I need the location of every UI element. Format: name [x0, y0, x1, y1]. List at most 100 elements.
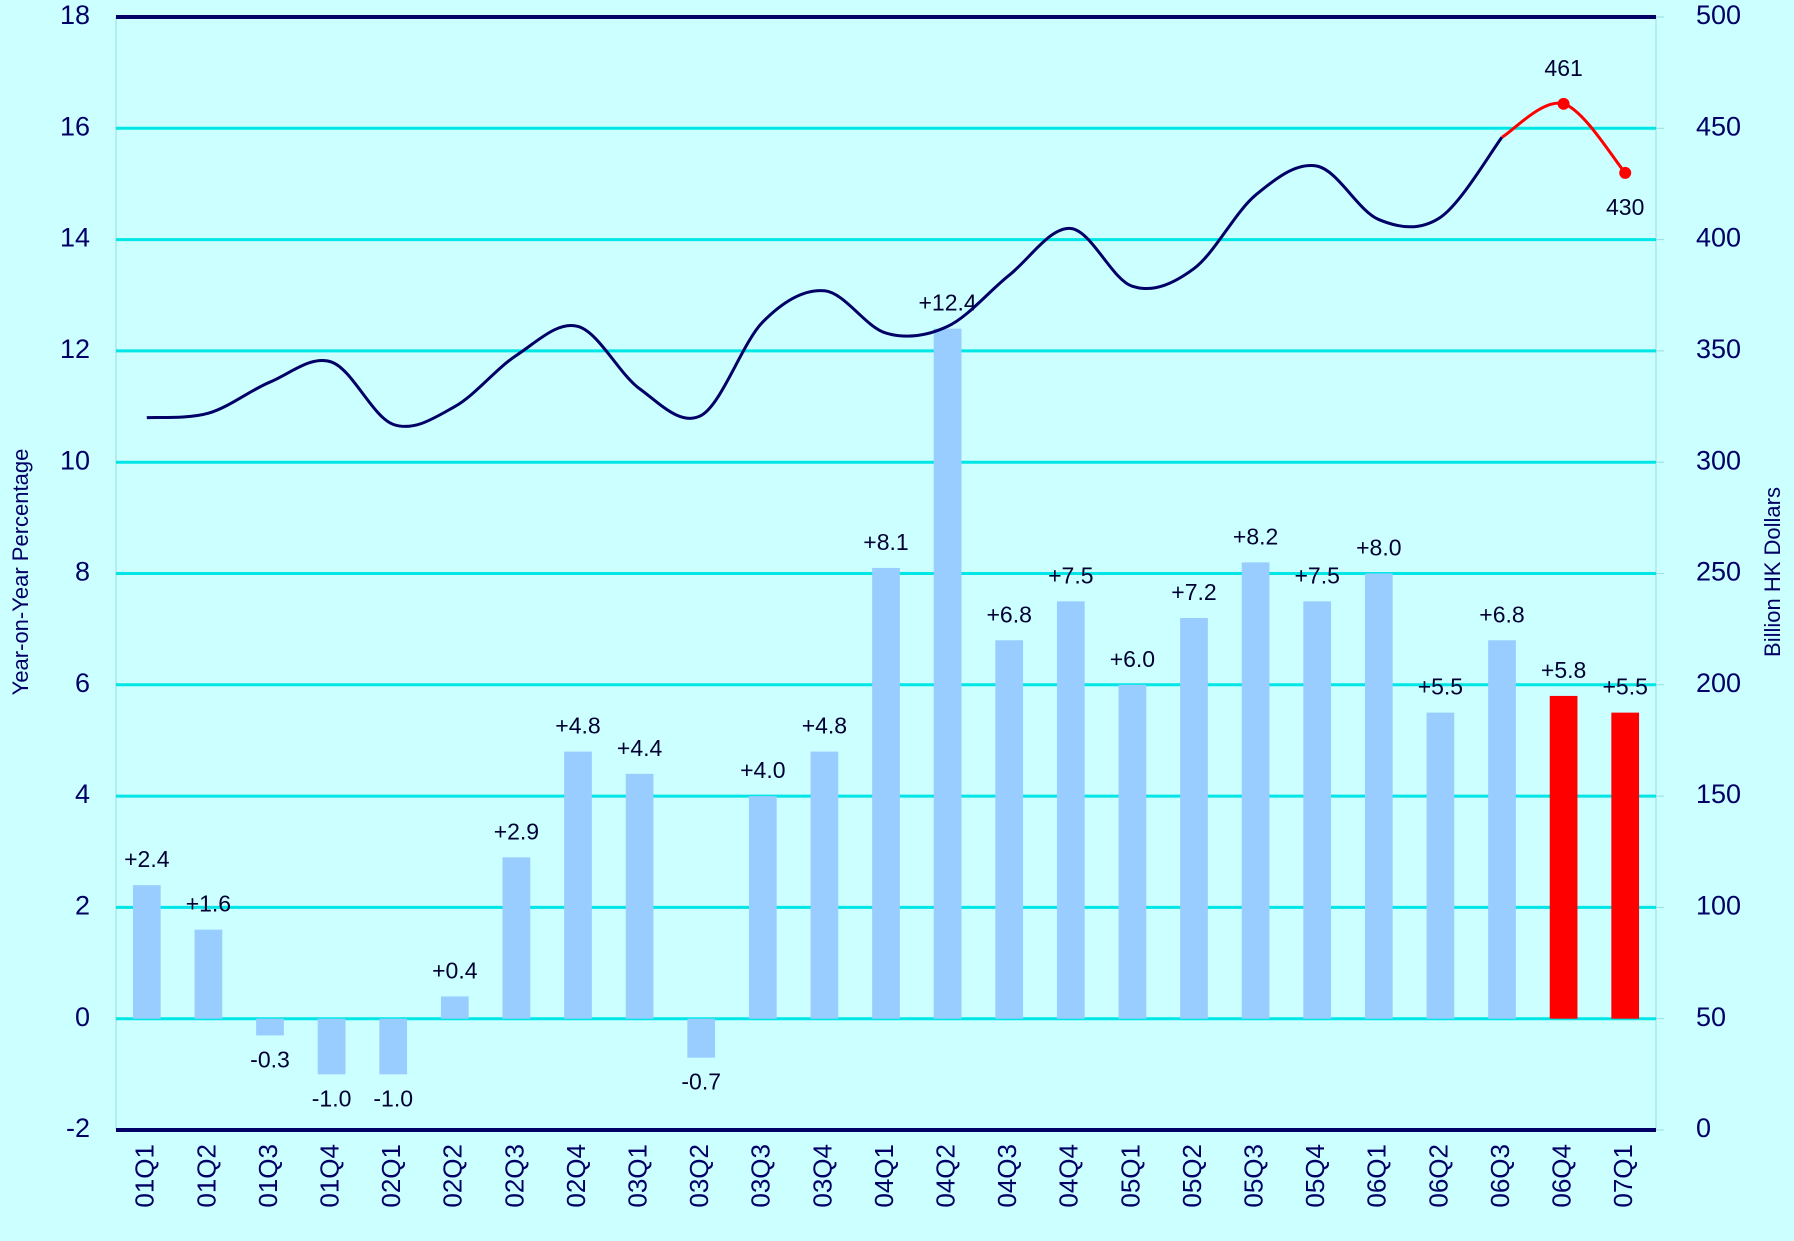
bar: [687, 1018, 716, 1058]
bar: [1611, 712, 1640, 1019]
line: [1501, 101, 1627, 174]
bar-value-label: +8.1: [863, 529, 908, 555]
y-tick-label: 16: [60, 111, 90, 141]
y2-tick-label: 400: [1696, 223, 1741, 253]
y-tick-label: 2: [75, 891, 90, 921]
bar-value-label: +8.2: [1233, 523, 1278, 549]
x-tick-label: 06Q4: [1546, 1144, 1576, 1208]
y2-tick-label: 250: [1696, 557, 1741, 587]
bar: [132, 885, 161, 1019]
bar-value-label: +6.8: [986, 601, 1031, 627]
bar: [1426, 712, 1455, 1019]
y-tick-label: 12: [60, 334, 90, 364]
bar-value-label: -1.0: [312, 1085, 352, 1111]
bar: [995, 640, 1024, 1019]
bar-value-label: +0.4: [432, 958, 478, 984]
bar-value-label: +4.8: [555, 713, 600, 739]
bar-value-label: +2.9: [494, 818, 539, 844]
bar: [810, 751, 839, 1019]
x-tick-label: 02Q3: [499, 1144, 529, 1208]
x-tick-label: 04Q4: [1054, 1144, 1084, 1208]
y2-tick-label: 450: [1696, 111, 1741, 141]
x-tick-label: 05Q4: [1300, 1144, 1330, 1208]
bar: [440, 996, 469, 1019]
bar: [1549, 695, 1578, 1019]
x-tick-label: 05Q3: [1238, 1144, 1268, 1208]
bar: [872, 567, 900, 1019]
bar: [256, 1018, 284, 1036]
y-tick-label: 4: [75, 779, 90, 809]
y-tick-label: 8: [75, 557, 90, 587]
bar: [625, 773, 654, 1019]
bar: [1364, 573, 1393, 1019]
bar: [1241, 562, 1270, 1019]
y2-axis-title: Billion HK Dollars: [1760, 487, 1785, 657]
bar: [1056, 601, 1085, 1019]
bar-value-label: +4.0: [740, 757, 785, 783]
bar-value-label: +7.5: [1048, 562, 1093, 588]
x-tick-label: 03Q1: [622, 1144, 652, 1208]
line: [146, 136, 1504, 428]
x-tick-label: 02Q2: [438, 1144, 468, 1208]
x-tick-label: 02Q1: [376, 1144, 406, 1208]
bar: [1118, 684, 1147, 1019]
x-tick-label: 04Q1: [869, 1144, 899, 1208]
bar: [1303, 601, 1332, 1019]
bar: [502, 857, 531, 1019]
y-axis-title: Year-on-Year Percentage: [8, 449, 33, 696]
bar-value-label: +4.8: [802, 713, 847, 739]
bar-value-label: +7.5: [1294, 562, 1339, 588]
y2-tick-label: 300: [1696, 445, 1741, 475]
y-tick-label: -2: [66, 1113, 90, 1143]
y2-tick-label: 0: [1696, 1113, 1711, 1143]
bar: [194, 929, 223, 1019]
x-tick-label: 01Q3: [253, 1144, 283, 1208]
bar-value-label: -0.7: [681, 1069, 721, 1095]
x-tick-label: 07Q1: [1608, 1144, 1638, 1208]
bar: [1180, 618, 1208, 1019]
bar: [748, 796, 777, 1019]
bar-value-label: -1.0: [373, 1085, 413, 1111]
x-tick-label: 02Q4: [561, 1144, 591, 1208]
line-value-label: 461: [1544, 55, 1582, 81]
bar: [379, 1018, 408, 1075]
bar-value-label: +2.4: [124, 846, 170, 872]
bar-value-label: +4.4: [617, 735, 663, 761]
y2-tick-label: 200: [1696, 668, 1741, 698]
bar: [317, 1018, 346, 1075]
y2-tick-label: 150: [1696, 779, 1741, 809]
y2-tick-label: 500: [1696, 0, 1741, 30]
y-tick-label: 6: [75, 668, 90, 698]
y-tick-label: 0: [75, 1002, 90, 1032]
bar-value-label: +8.0: [1356, 535, 1401, 561]
bar-value-label: +1.6: [186, 891, 231, 917]
line-marker: [1557, 97, 1570, 110]
x-tick-label: 04Q3: [992, 1144, 1022, 1208]
x-tick-label: 01Q2: [191, 1144, 221, 1208]
y2-tick-label: 100: [1696, 891, 1741, 921]
bar-value-label: +5.8: [1541, 657, 1586, 683]
x-tick-label: 01Q4: [314, 1144, 344, 1208]
bar: [1488, 640, 1516, 1019]
y-tick-label: 10: [60, 445, 90, 475]
x-tick-label: 01Q1: [130, 1144, 160, 1208]
x-tick-label: 04Q2: [930, 1144, 960, 1208]
x-tick-label: 05Q2: [1177, 1144, 1207, 1208]
y-tick-label: 14: [60, 223, 90, 253]
x-tick-label: 05Q1: [1115, 1144, 1145, 1208]
bar-value-label: +6.8: [1479, 601, 1524, 627]
bar: [933, 328, 962, 1019]
line-value-label: 430: [1606, 194, 1644, 220]
x-tick-label: 06Q2: [1423, 1144, 1453, 1208]
line-marker: [1619, 166, 1632, 179]
bar-value-label: +5.5: [1602, 674, 1647, 700]
x-tick-label: 03Q2: [684, 1144, 714, 1208]
y-tick-label: 18: [60, 0, 90, 30]
y2-tick-label: 350: [1696, 334, 1741, 364]
y2-tick-label: 50: [1696, 1002, 1726, 1032]
x-tick-label: 06Q3: [1485, 1144, 1515, 1208]
bar: [564, 751, 592, 1019]
bar-value-label: -0.3: [250, 1046, 290, 1072]
